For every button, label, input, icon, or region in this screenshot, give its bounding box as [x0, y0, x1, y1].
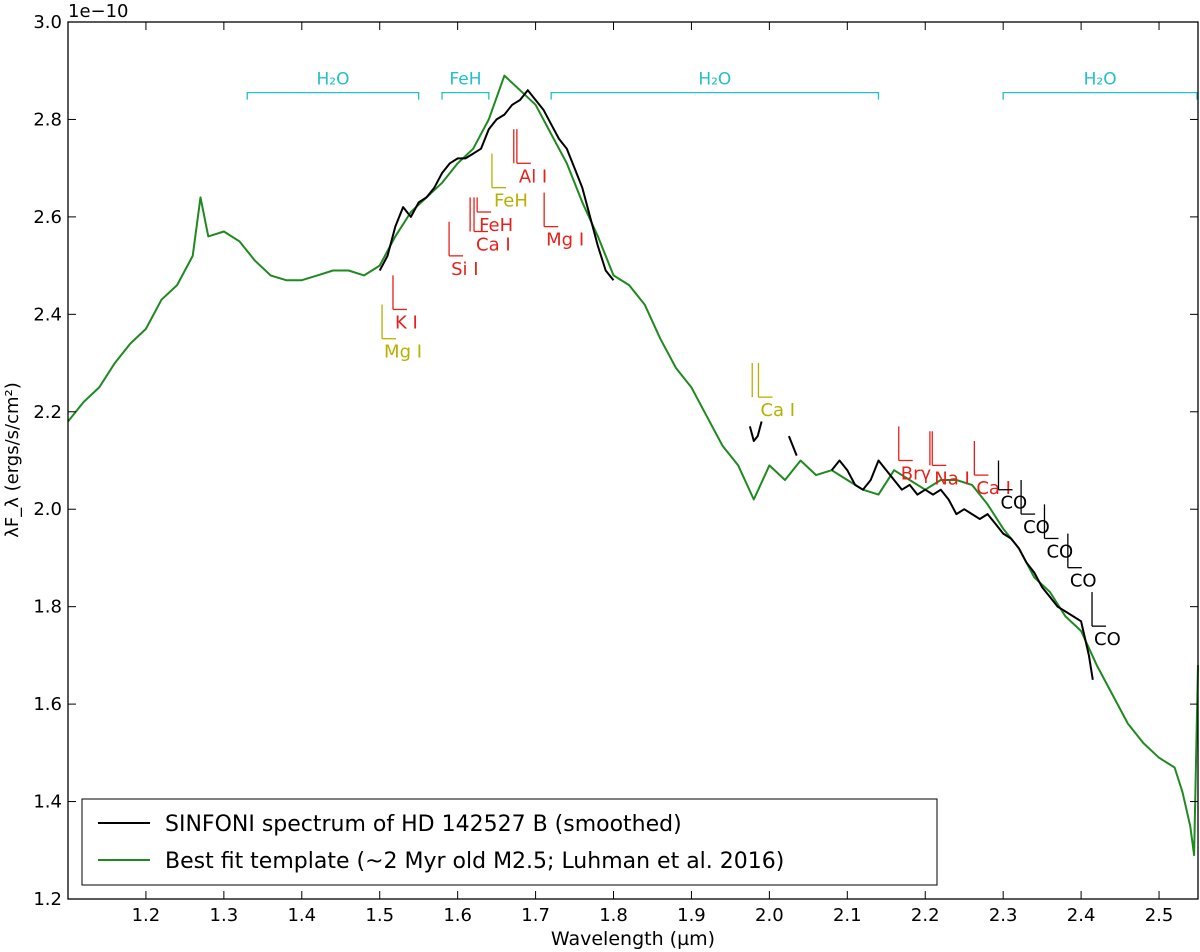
line-label: Al I	[519, 166, 547, 187]
x-tick-label: 2.3	[989, 905, 1018, 926]
x-axis-label: Wavelength (µm)	[551, 928, 715, 950]
line-label: FeH	[494, 191, 528, 212]
line-label: Si I	[451, 259, 478, 280]
y-tick-label: 1.2	[33, 889, 62, 910]
legend-label-template: Best fit template (~2 Myr old M2.5; Luhm…	[165, 849, 784, 874]
band-bracket	[550, 91, 880, 100]
x-tick-label: 1.4	[287, 905, 316, 926]
line-label: Ca I	[760, 400, 795, 421]
y-tick-label: 1.4	[33, 792, 62, 813]
band-label: H₂O	[316, 70, 349, 90]
x-tick-label: 1.9	[677, 905, 706, 926]
x-tick-label: 2.1	[833, 905, 862, 926]
y-tick-label: 2.4	[33, 304, 62, 325]
band-bracket	[1002, 91, 1198, 100]
series-0-line-1	[748, 421, 763, 442]
line-label: CO	[1070, 571, 1097, 592]
y-tick-label: 1.8	[33, 597, 62, 618]
band-bracket	[246, 91, 420, 100]
line-label: Brγ	[901, 464, 932, 485]
series-1-line-0	[67, 74, 1199, 857]
line-label: Na I	[934, 468, 970, 489]
band-bracket	[441, 91, 490, 100]
line-label: FeH	[479, 215, 513, 236]
band-label: H₂O	[1084, 70, 1117, 90]
x-tick-label: 1.6	[443, 905, 472, 926]
y-offset-text: 1e−10	[68, 1, 129, 22]
line-label: CO	[1094, 629, 1121, 650]
y-tick-label: 2.0	[33, 499, 62, 520]
legend: SINFONI spectrum of HD 142527 B (smoothe…	[81, 798, 938, 886]
x-tick-label: 1.8	[599, 905, 628, 926]
band-label: H₂O	[698, 70, 731, 90]
y-tick-label: 2.2	[33, 402, 62, 423]
series-0-line-0	[378, 89, 615, 281]
x-tick-label: 2.5	[1145, 905, 1174, 926]
axis-ticks: 1.2 1.3 1.4 1.5 1.6 1.7 1.8 1.9 2.0 2.1 2.2 2.3 2.4 2…	[33, 12, 1198, 926]
series-0-line-2	[787, 435, 798, 456]
line-label: Mg I	[384, 342, 422, 363]
x-tick-label: 1.3	[210, 905, 239, 926]
line-label: Mg I	[546, 230, 584, 251]
y-tick-label: 2.8	[33, 109, 62, 130]
band-label: FeH	[449, 70, 481, 90]
y-tick-label: 2.6	[33, 207, 62, 228]
line-label: CO	[1000, 493, 1027, 514]
series-0-line-3	[830, 459, 1094, 680]
x-tick-label: 1.7	[521, 905, 550, 926]
line-label: Ca I	[476, 235, 511, 256]
series-curves	[67, 74, 1199, 857]
x-tick-label: 2.2	[911, 905, 940, 926]
legend-label-sinfoni: SINFONI spectrum of HD 142527 B (smoothe…	[165, 812, 682, 837]
x-tick-label: 2.0	[755, 905, 784, 926]
x-tick-label: 1.2	[132, 905, 161, 926]
line-label: K I	[395, 312, 418, 333]
line-label: CO	[1046, 541, 1073, 562]
y-tick-label: 1.6	[33, 694, 62, 715]
y-axis-label: λF_λ (ergs/s/cm²)	[2, 382, 23, 538]
plot-frame	[67, 21, 1199, 900]
y-tick-label: 3.0	[33, 12, 62, 33]
line-label: Ca I	[976, 478, 1011, 499]
legend-box	[81, 798, 938, 886]
x-tick-label: 1.5	[365, 905, 394, 926]
x-tick-label: 2.4	[1067, 905, 1096, 926]
line-label: CO	[1023, 517, 1050, 538]
